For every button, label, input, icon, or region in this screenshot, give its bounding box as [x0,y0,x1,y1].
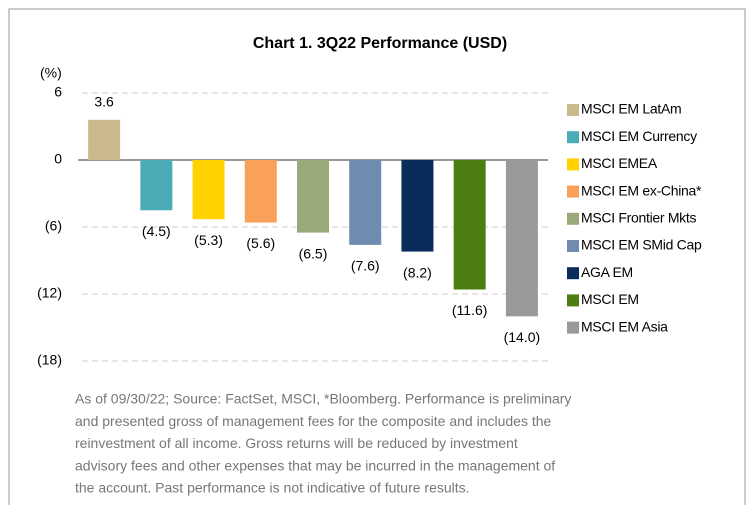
legend-swatch [567,321,579,334]
y-axis-label: (%) [40,65,62,81]
bar [453,160,486,290]
footnote: advisory fees and other expenses that ma… [75,457,555,473]
value-label: (4.5) [142,223,171,239]
footnote: the account. Past performance is not ind… [75,480,470,496]
legend-swatch [567,240,579,252]
legend-label: MSCI EM Asia [581,318,668,334]
legend-label: AGA EM [581,264,633,280]
legend-swatch [567,212,579,225]
legend-swatch [567,131,579,144]
legend-swatch [567,104,579,116]
footnote: reinvestment of all income. Gross return… [75,435,518,451]
bar [401,160,434,252]
legend-label: MSCI EM ex-China* [581,182,702,198]
y-tick-label: (12) [37,285,62,301]
legend-swatch [567,158,579,171]
legend-swatch [567,294,579,307]
value-label: 3.6 [94,94,114,110]
y-tick-label: 0 [54,151,62,167]
frame [8,8,746,505]
bar [192,160,225,220]
bar [349,160,382,245]
bar [297,160,329,233]
chart-title: Chart 1. 3Q22 Performance (USD) [253,35,507,52]
bar [140,160,173,211]
bar [505,160,538,317]
y-tick-label: (18) [37,352,62,368]
value-label: (8.2) [403,264,432,280]
value-label: (7.6) [351,258,380,274]
legend-label: MSCI EM Currency [581,128,697,144]
footnote: and presented gross of management fees f… [75,413,552,429]
legend-swatch [567,185,579,198]
legend-label: MSCI EM [581,291,639,307]
value-label: (11.6) [452,302,488,318]
value-label: (6.5) [299,245,328,261]
footnote: As of 09/30/22; Source: FactSet, MSCI, *… [75,391,571,407]
value-label: (5.3) [194,232,223,248]
legend-label: MSCI Frontier Mkts [581,210,696,226]
y-tick-label: 6 [54,84,62,100]
value-label: (5.6) [246,235,275,251]
bar [88,119,121,160]
legend-swatch [567,267,579,280]
value-label: (14.0) [504,329,541,345]
y-tick-label: (6) [45,218,62,234]
legend-label: MSCI EM SMid Cap [581,237,702,253]
legend-label: MSCI EMEA [581,155,658,171]
bar [244,160,277,223]
legend-label: MSCI EM LatAm [581,101,681,117]
